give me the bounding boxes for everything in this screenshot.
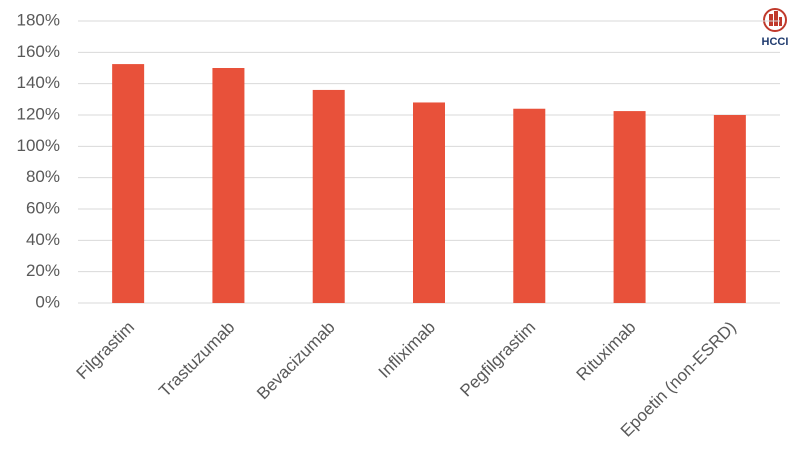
bar [413, 102, 445, 303]
y-tick-label: 60% [26, 198, 60, 217]
bar [613, 111, 646, 303]
x-tick-label: Filgrastim [73, 318, 139, 384]
y-tick-label: 180% [17, 10, 60, 29]
y-tick-label: 160% [17, 42, 60, 61]
logo-icon-part [774, 11, 778, 26]
x-tick-label: Infliximab [375, 318, 439, 382]
logo-text: HCCI [762, 36, 789, 48]
y-tick-label: 120% [17, 104, 60, 123]
x-tick-label: Pegfilgrastim [456, 318, 539, 401]
logo-icon-part [779, 17, 782, 26]
y-tick-label: 80% [26, 167, 60, 186]
logo: HCCI [762, 8, 789, 48]
x-tick-label: Bevacizumab [253, 318, 339, 404]
x-tick-label: Trastuzumab [155, 318, 238, 401]
y-tick-label: 100% [17, 136, 60, 155]
bar [713, 115, 746, 303]
y-tick-label: 140% [17, 73, 60, 92]
y-tick-label: 0% [35, 292, 60, 311]
logo-icon-part [769, 14, 773, 26]
bar [312, 89, 345, 303]
bar [212, 68, 245, 303]
y-tick-label: 40% [26, 230, 60, 249]
x-tick-label: Rituximab [573, 318, 640, 385]
y-tick-label: 20% [26, 261, 60, 280]
bar [112, 64, 145, 303]
x-tick-label: Epoetin (non-ESRD) [617, 318, 740, 441]
bar [513, 108, 546, 303]
